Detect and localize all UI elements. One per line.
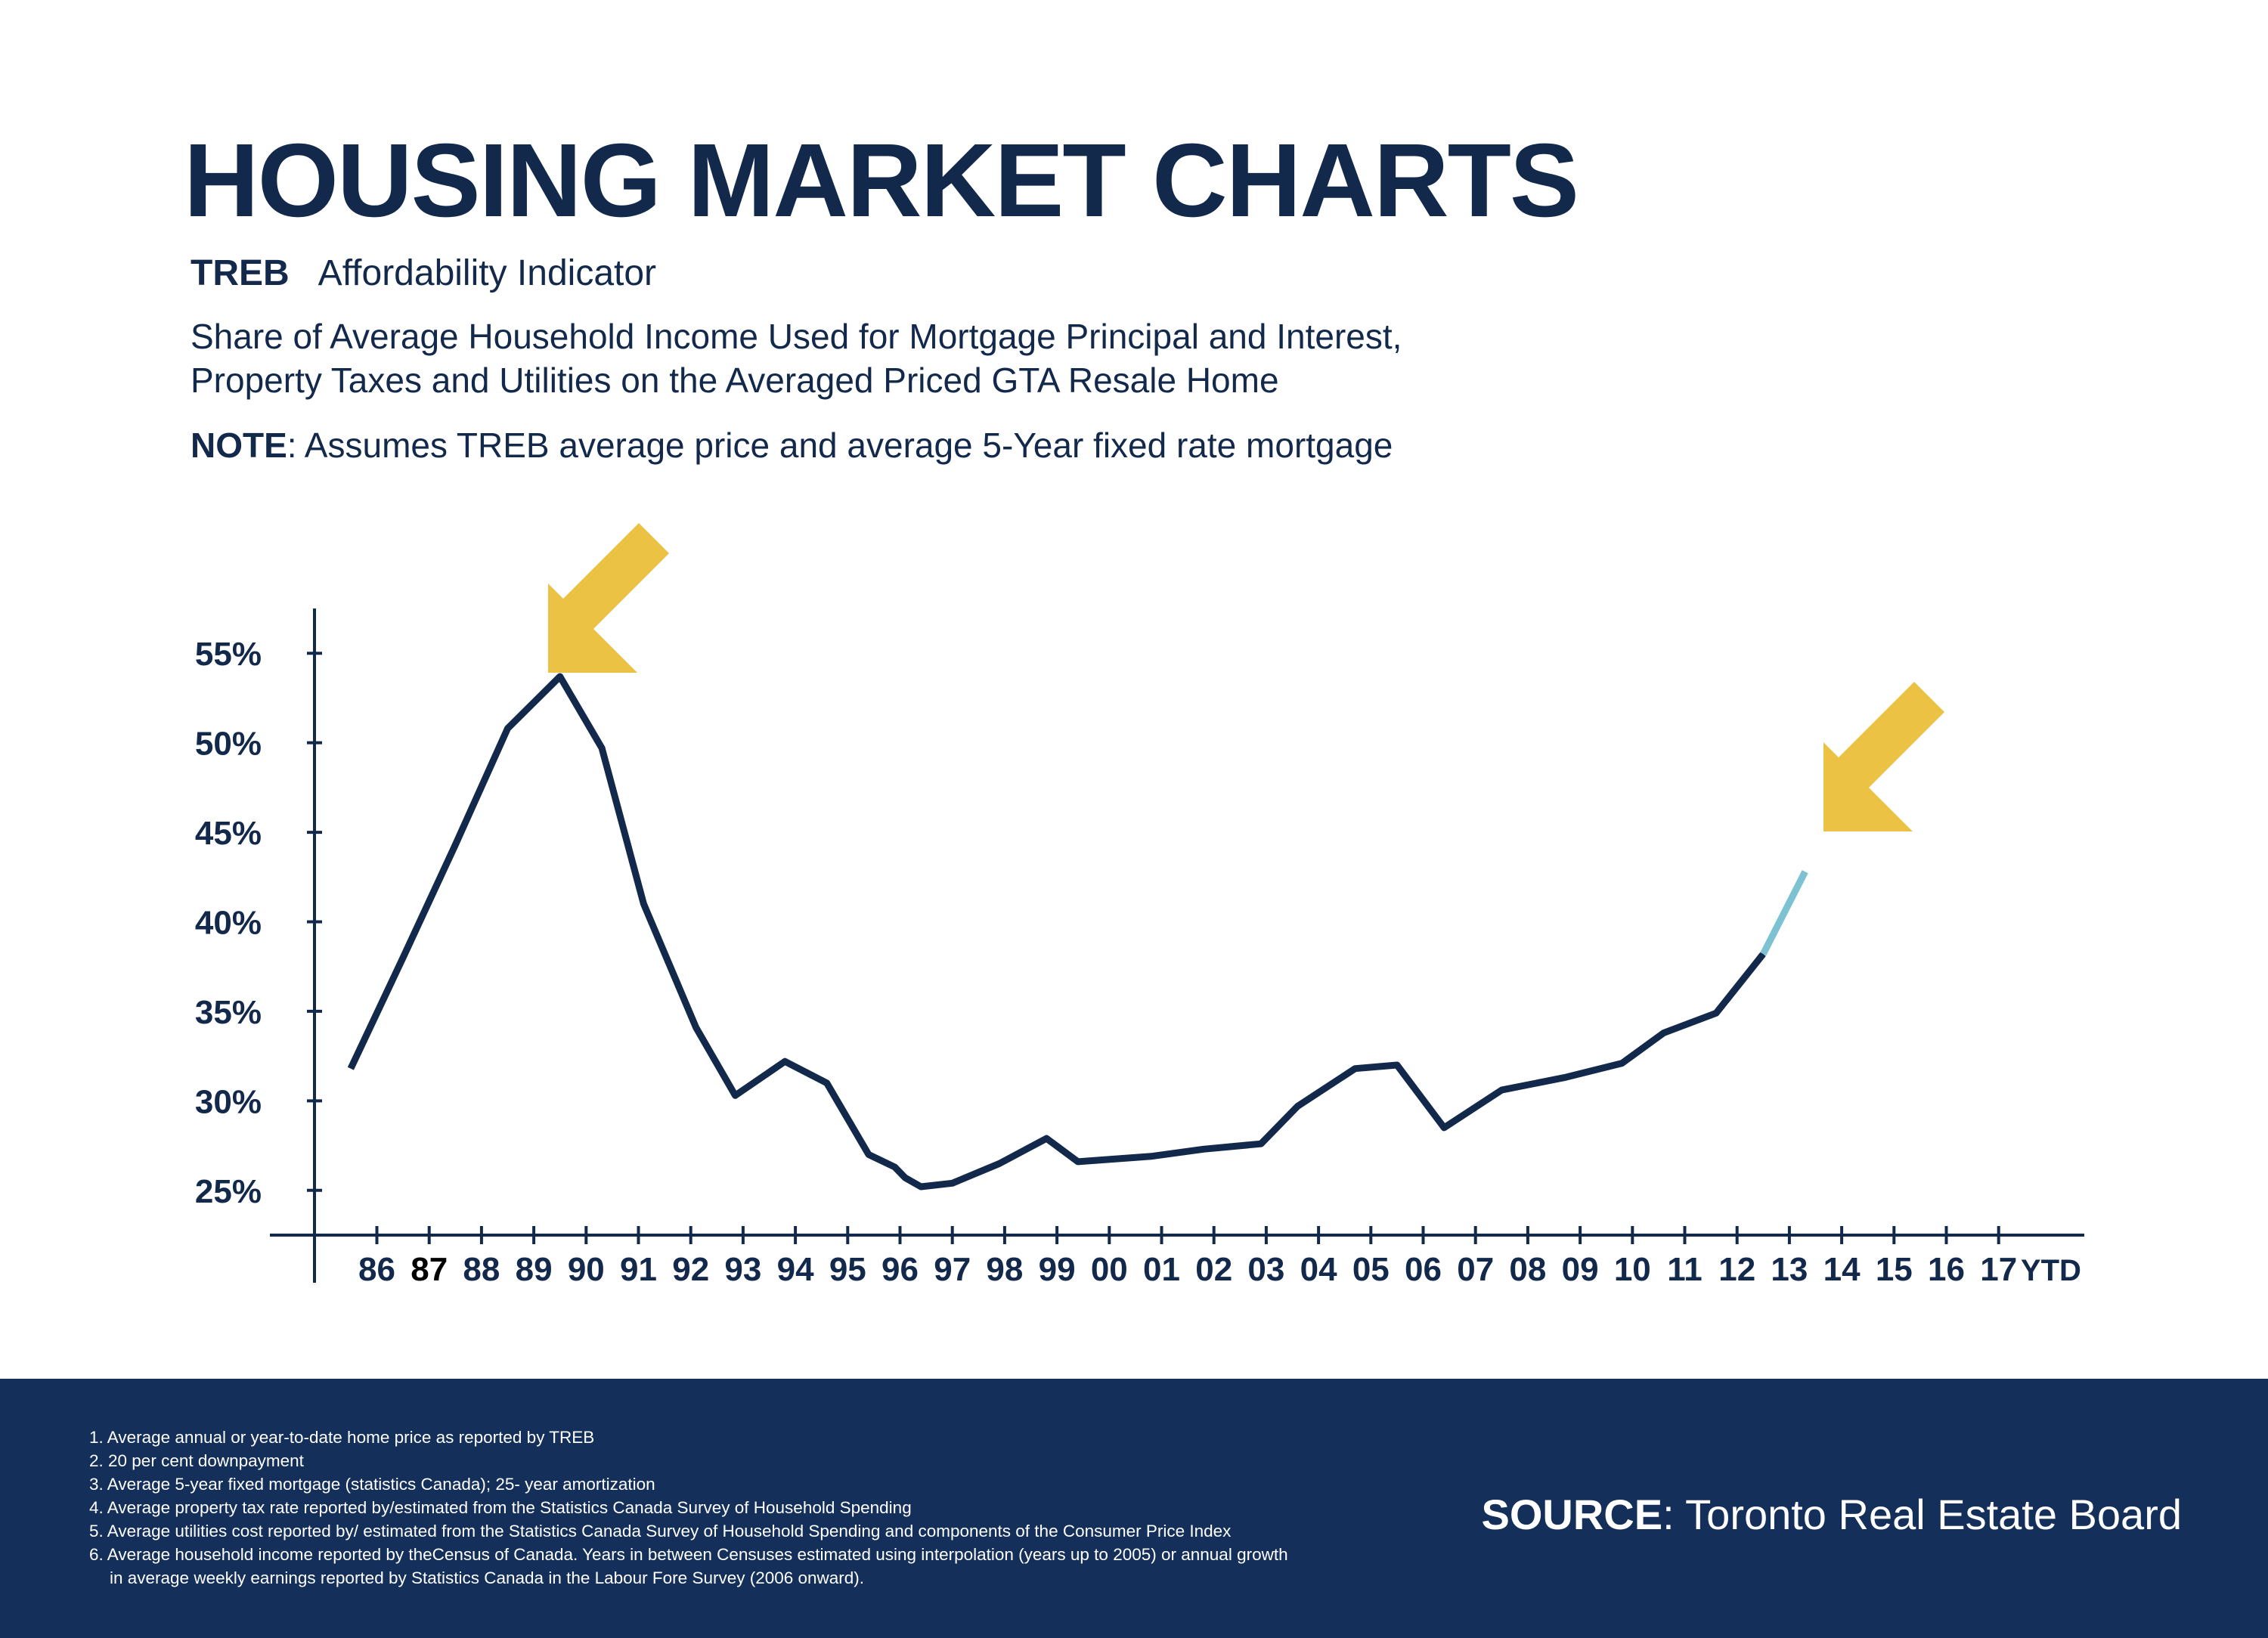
brand-label: TREB	[191, 253, 290, 293]
data-point	[1501, 1090, 1502, 1091]
data-point	[1763, 954, 1764, 955]
x-tick-label: 98	[986, 1251, 1023, 1288]
x-tick-label: 11	[1667, 1251, 1703, 1288]
source: SOURCE: Toronto Real Estate Board	[1481, 1494, 2182, 1536]
x-tick-label: 13	[1771, 1251, 1808, 1288]
source-label: SOURCE	[1481, 1491, 1663, 1538]
data-point	[403, 957, 404, 958]
data-point	[1716, 1013, 1717, 1014]
peak-arrow-icon	[548, 523, 669, 673]
description-line-2: Property Taxes and Utilities on the Aver…	[191, 361, 1279, 400]
x-tick-label: 12	[1718, 1251, 1755, 1288]
arrow-annotations	[548, 523, 1944, 831]
data-point	[894, 1166, 895, 1167]
data-point	[735, 1095, 736, 1096]
recent-arrow-icon	[1823, 682, 1944, 831]
data-point	[868, 1154, 869, 1155]
y-tick-label: 50%	[195, 726, 262, 763]
x-tick-label: 86	[358, 1251, 395, 1288]
data-point	[350, 1068, 351, 1069]
x-tick-label: 87	[411, 1251, 448, 1288]
data-point	[1077, 1161, 1078, 1162]
x-tick-label: 01	[1143, 1251, 1180, 1288]
footnote-3: 3. Average 5-year fixed mortgage (statis…	[89, 1475, 655, 1494]
footnote-2: 2. 20 per cent downpayment	[89, 1451, 304, 1470]
footnote-5: 5. Average utilities cost reported by/ e…	[89, 1522, 1232, 1540]
x-tick-label: 94	[777, 1251, 814, 1288]
note-label: NOTE	[191, 426, 287, 465]
note-text: : Assumes TREB average price and average…	[287, 426, 1393, 465]
footnote-1: 1. Average annual or year-to-date home p…	[89, 1428, 595, 1447]
x-tick-label: 05	[1352, 1251, 1390, 1288]
footer: 1. Average annual or year-to-date home p…	[0, 1379, 2268, 1638]
x-tick-label: 90	[568, 1251, 605, 1288]
footnote-4: 4. Average property tax rate reported by…	[89, 1498, 912, 1517]
x-tick-label: YTD	[2021, 1254, 2081, 1287]
x-tick-label: 03	[1247, 1251, 1284, 1288]
y-tick-label: 45%	[195, 815, 262, 852]
x-tick-label: 07	[1457, 1251, 1494, 1288]
x-tick-label: 02	[1195, 1251, 1232, 1288]
x-tick-label: 95	[829, 1251, 866, 1288]
x-ticks: 86 87 88 89 90 91 92 93 94 95 96 97 98 99 00 01 02 03 04 05…	[358, 1226, 2081, 1288]
x-tick-label: 89	[516, 1251, 553, 1288]
source-text: : Toronto Real Estate Board	[1662, 1491, 2182, 1538]
y-tick-label: 35%	[195, 994, 262, 1031]
note: NOTE: Assumes TREB average price and ave…	[191, 428, 1393, 463]
footnote-6-continued: in average weekly earnings reported by S…	[110, 1568, 865, 1587]
x-tick-label: 10	[1614, 1251, 1651, 1288]
chart-description: Share of Average Household Income Used f…	[191, 314, 1514, 402]
data-point	[455, 844, 456, 845]
y-ticks: 55% 50% 45% 40% 35% 30% 25%	[195, 636, 322, 1210]
affordability-series-line	[347, 673, 1766, 1191]
x-tick-label: 16	[1928, 1251, 1965, 1288]
x-tick-label: 99	[1039, 1251, 1076, 1288]
series-lines	[347, 673, 1808, 1191]
footnotes: 1. Average annual or year-to-date home p…	[89, 1426, 1450, 1590]
data-point	[826, 1082, 827, 1083]
data-point	[952, 1183, 953, 1184]
footnote-6: 6. Average household income reported by …	[89, 1545, 1288, 1564]
x-tick-label: 00	[1091, 1251, 1128, 1288]
data-point	[1203, 1149, 1204, 1150]
x-tick-label: 09	[1562, 1251, 1599, 1288]
x-tick-label: 06	[1405, 1251, 1442, 1288]
y-tick-label: 30%	[195, 1083, 262, 1120]
page-title: HOUSING MARKET CHARTS	[184, 122, 1579, 239]
x-tick-label: 14	[1823, 1251, 1861, 1288]
x-tick-label: 97	[934, 1251, 971, 1288]
ytd-series-line	[1760, 870, 1808, 956]
indicator-line: TREB Affordability Indicator	[191, 255, 656, 292]
data-point	[643, 903, 644, 904]
x-tick-label: 92	[672, 1251, 709, 1288]
data-point	[507, 728, 508, 729]
x-tick-label: 04	[1300, 1251, 1337, 1288]
data-point	[1046, 1138, 1047, 1139]
data-point	[1355, 1068, 1356, 1069]
description-line-1: Share of Average Household Income Used f…	[191, 317, 1402, 356]
data-point	[1564, 1077, 1565, 1078]
x-tick-label: 96	[881, 1251, 919, 1288]
x-tick-label: 17	[1980, 1251, 2017, 1288]
x-tick-label: 08	[1509, 1251, 1546, 1288]
x-tick-label: 88	[463, 1251, 500, 1288]
y-tick-label: 25%	[195, 1173, 262, 1210]
affordability-chart: 55% 50% 45% 40% 35% 30% 25% 86 87 88 89 90 91 92 93 94…	[195, 523, 2084, 1288]
y-tick-label: 55%	[195, 636, 262, 673]
indicator-label: Affordability Indicator	[318, 253, 657, 293]
data-point	[1396, 1064, 1397, 1065]
x-tick-label: 91	[620, 1251, 657, 1288]
data-point	[1297, 1106, 1298, 1107]
chart-axes	[270, 608, 2084, 1283]
y-tick-label: 40%	[195, 905, 262, 942]
data-point	[1444, 1127, 1445, 1128]
x-tick-label: 15	[1876, 1251, 1913, 1288]
x-tick-label: 93	[724, 1251, 761, 1288]
